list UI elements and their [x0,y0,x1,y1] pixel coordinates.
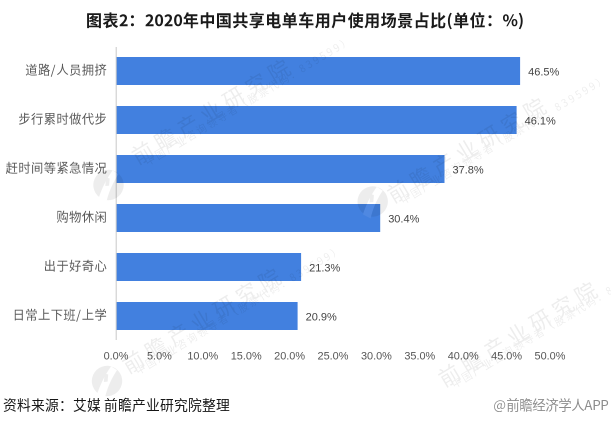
svg-text:35.0%: 35.0% [404,351,435,363]
svg-text:20.9%: 20.9% [306,312,337,324]
svg-text:10.0%: 10.0% [187,351,218,363]
svg-text:46.1%: 46.1% [525,116,556,128]
svg-text:50.0%: 50.0% [535,351,566,363]
svg-text:30.0%: 30.0% [361,351,392,363]
svg-text:25.0%: 25.0% [318,351,349,363]
svg-text:30.4%: 30.4% [388,214,419,226]
svg-text:37.8%: 37.8% [453,165,484,177]
svg-text:45.0%: 45.0% [491,351,522,363]
svg-text:0.0%: 0.0% [104,351,129,363]
svg-text:46.5%: 46.5% [528,67,559,79]
svg-text:20.0%: 20.0% [274,351,305,363]
svg-text:15.0%: 15.0% [231,351,262,363]
svg-text:21.3%: 21.3% [309,263,340,275]
